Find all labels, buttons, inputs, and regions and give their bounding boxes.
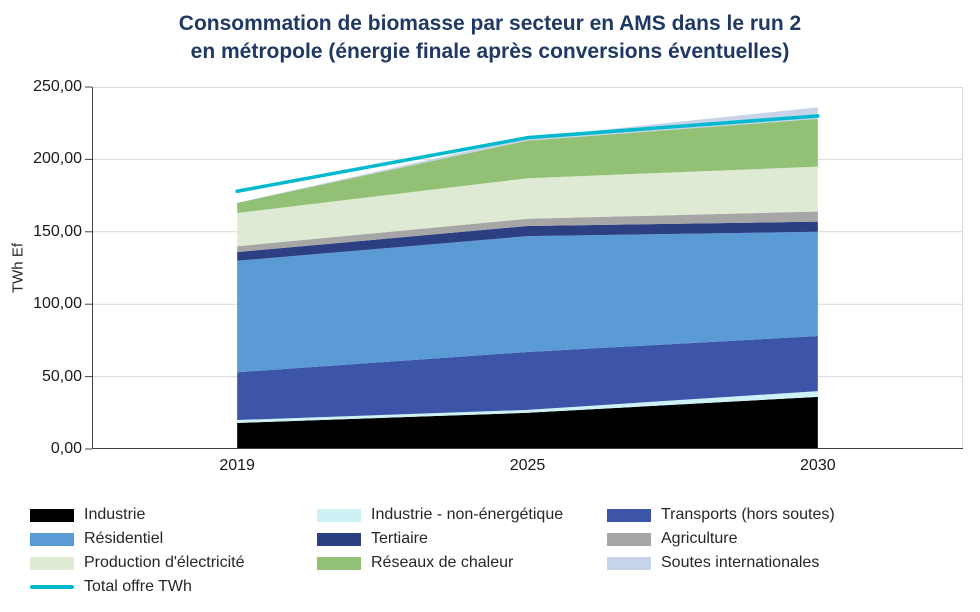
y-axis-tick-labels: 250,00 200,00 150,00 100,00 50,00 0,00 <box>0 76 82 460</box>
area-agriculture <box>237 211 818 253</box>
legend-swatch <box>30 556 74 570</box>
area-reseaux-de-chaleur <box>237 118 818 213</box>
chart-title-line2: en métropole (énergie finale après conve… <box>190 40 790 63</box>
area-tertiaire <box>237 221 818 261</box>
legend-item-transports-hors-soutes: Transports (hors soutes) <box>607 504 835 526</box>
area-soutes-internationales <box>237 107 818 203</box>
legend-item-industrie: Industrie <box>30 504 317 526</box>
legend-label: Résidentiel <box>84 530 164 547</box>
x-tick-label: 2019 <box>219 457 255 474</box>
legend-label: Total offre TWh <box>84 578 192 595</box>
y-tick-label: 250,00 <box>33 78 82 95</box>
legend-label: Transports (hors soutes) <box>661 506 835 523</box>
chart-title: Consommation de biomasse par secteur en … <box>0 10 980 66</box>
legend-line-swatch <box>30 585 74 589</box>
legend-swatch <box>30 508 74 522</box>
y-tick-label: 50,00 <box>41 367 82 385</box>
area-production-d-electricite <box>237 166 818 247</box>
area-industrie <box>237 396 818 449</box>
x-tick-label: 2025 <box>509 457 546 474</box>
legend-label: Tertiaire <box>371 530 428 547</box>
y-tick-label: 100,00 <box>33 295 82 313</box>
legend-swatch <box>30 532 74 546</box>
x-axis-tick-labels: 2019 2025 2030 <box>92 457 963 475</box>
legend-label: Production d'électricité <box>84 554 245 571</box>
y-tick-label: 0,00 <box>50 439 82 457</box>
area-residentiel <box>237 231 818 373</box>
legend-swatch <box>317 508 361 522</box>
legend-item-soutes-internationales: Soutes internationales <box>607 552 835 574</box>
legend-label: Agriculture <box>661 530 738 547</box>
legend-item-reseaux-de-chaleur: Réseaux de chaleur <box>317 552 607 574</box>
area-transports-hors-soutes <box>237 336 818 421</box>
legend-item-residentiel: Résidentiel <box>30 528 317 550</box>
legend-swatch <box>607 532 651 546</box>
line-total-offre-twh <box>235 114 820 194</box>
legend-label: Soutes internationales <box>661 554 820 571</box>
legend-label: Industrie - non-énergétique <box>371 506 564 523</box>
chart-title-line1: Consommation de biomasse par secteur en … <box>178 12 802 35</box>
legend-item-tertiaire: Tertiaire <box>317 528 607 550</box>
legend: Industrie Industrie - non-énergétique Tran… <box>30 504 835 598</box>
legend-item-agriculture: Agriculture <box>607 528 835 550</box>
plot-area <box>85 86 963 450</box>
legend-label: Industrie <box>84 506 146 523</box>
legend-swatch <box>607 556 651 570</box>
legend-item-industrie-non-energetique: Industrie - non-énergétique <box>317 504 607 526</box>
legend-item-total-offre-twh: Total offre TWh <box>30 576 317 598</box>
y-tick-label: 150,00 <box>33 222 82 240</box>
legend-label: Réseaux de chaleur <box>371 554 514 571</box>
area-industrie-non-energetique <box>237 391 818 423</box>
legend-swatch <box>607 508 651 522</box>
legend-swatch <box>317 556 361 570</box>
x-tick-label: 2030 <box>800 457 836 474</box>
legend-item-production-d-electricite: Production d'électricité <box>30 552 317 574</box>
y-tick-label: 200,00 <box>33 150 82 168</box>
legend-swatch <box>317 532 361 546</box>
plot-svg <box>85 86 963 450</box>
